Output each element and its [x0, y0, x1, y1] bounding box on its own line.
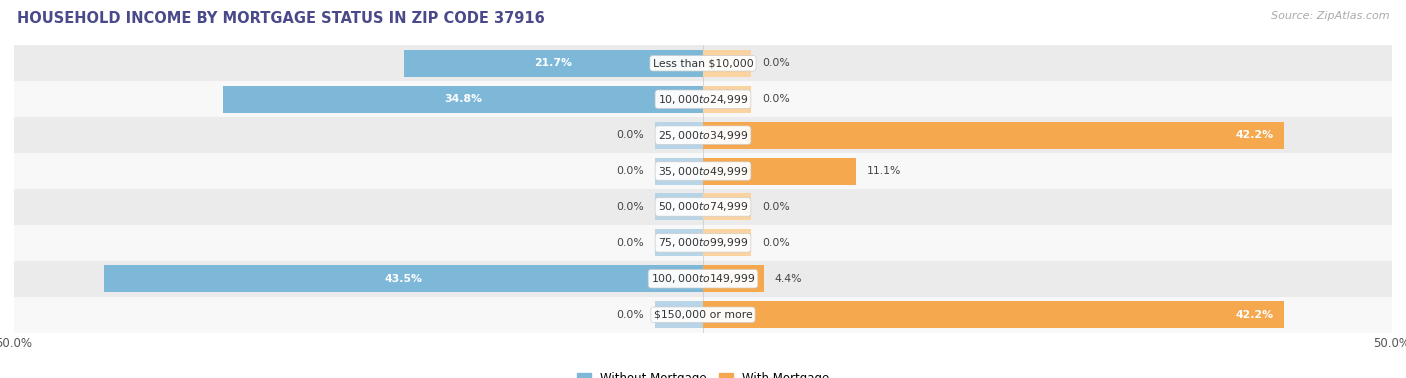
Text: HOUSEHOLD INCOME BY MORTGAGE STATUS IN ZIP CODE 37916: HOUSEHOLD INCOME BY MORTGAGE STATUS IN Z… — [17, 11, 544, 26]
Text: 0.0%: 0.0% — [616, 310, 644, 320]
Bar — [703, 194, 751, 220]
Bar — [14, 117, 1392, 153]
Text: Source: ZipAtlas.com: Source: ZipAtlas.com — [1271, 11, 1389, 21]
Text: 34.8%: 34.8% — [444, 94, 482, 104]
Bar — [104, 265, 703, 292]
Text: 42.2%: 42.2% — [1236, 130, 1274, 140]
Text: 0.0%: 0.0% — [762, 202, 790, 212]
Bar — [14, 189, 1392, 225]
Bar — [224, 86, 703, 113]
Text: 0.0%: 0.0% — [616, 238, 644, 248]
Bar — [655, 301, 703, 328]
Bar — [14, 45, 1392, 81]
Bar — [655, 158, 703, 184]
Text: $150,000 or more: $150,000 or more — [654, 310, 752, 320]
Text: 0.0%: 0.0% — [762, 94, 790, 104]
Bar — [14, 297, 1392, 333]
Bar — [703, 301, 1285, 328]
Bar — [703, 229, 751, 256]
Legend: Without Mortgage, With Mortgage: Without Mortgage, With Mortgage — [572, 367, 834, 378]
Text: 21.7%: 21.7% — [534, 58, 572, 68]
Bar — [14, 81, 1392, 117]
Bar — [703, 158, 856, 184]
Text: 0.0%: 0.0% — [616, 166, 644, 176]
Text: $25,000 to $34,999: $25,000 to $34,999 — [658, 129, 748, 142]
Text: $50,000 to $74,999: $50,000 to $74,999 — [658, 200, 748, 214]
Bar — [655, 194, 703, 220]
Bar — [703, 265, 763, 292]
Text: 0.0%: 0.0% — [616, 130, 644, 140]
Text: 42.2%: 42.2% — [1236, 310, 1274, 320]
Text: $100,000 to $149,999: $100,000 to $149,999 — [651, 272, 755, 285]
Text: 0.0%: 0.0% — [762, 238, 790, 248]
Text: $75,000 to $99,999: $75,000 to $99,999 — [658, 236, 748, 249]
Text: 0.0%: 0.0% — [616, 202, 644, 212]
Bar — [14, 261, 1392, 297]
Bar — [404, 50, 703, 77]
Text: $35,000 to $49,999: $35,000 to $49,999 — [658, 164, 748, 178]
Text: 43.5%: 43.5% — [384, 274, 422, 284]
Text: Less than $10,000: Less than $10,000 — [652, 58, 754, 68]
Bar — [655, 122, 703, 149]
Bar — [703, 122, 1285, 149]
Bar — [703, 86, 751, 113]
Text: 11.1%: 11.1% — [868, 166, 901, 176]
Bar — [703, 50, 751, 77]
Text: 0.0%: 0.0% — [762, 58, 790, 68]
Bar — [655, 229, 703, 256]
Text: 4.4%: 4.4% — [775, 274, 803, 284]
Text: $10,000 to $24,999: $10,000 to $24,999 — [658, 93, 748, 106]
Bar — [14, 153, 1392, 189]
Bar — [14, 225, 1392, 261]
